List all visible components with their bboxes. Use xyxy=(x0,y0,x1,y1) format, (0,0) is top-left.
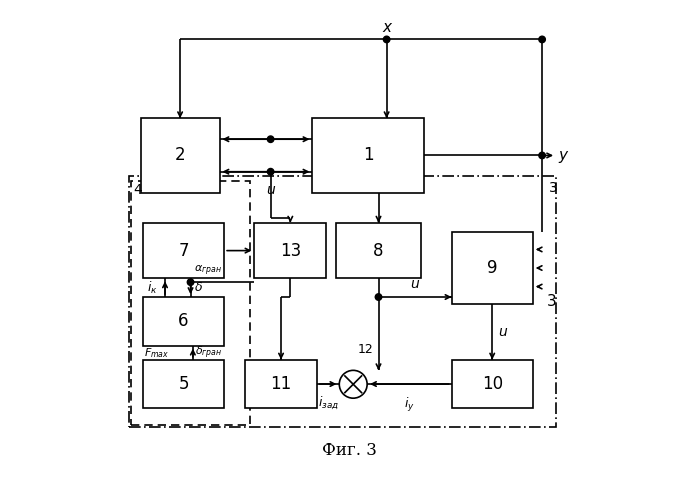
Bar xyxy=(312,119,424,193)
Text: 8: 8 xyxy=(373,241,384,260)
Circle shape xyxy=(539,152,545,159)
Text: $i_{y}$: $i_{y}$ xyxy=(404,396,415,413)
Text: $\delta$: $\delta$ xyxy=(194,281,203,294)
Bar xyxy=(143,223,224,279)
Text: 5: 5 xyxy=(178,375,189,393)
Text: u: u xyxy=(498,325,507,339)
Circle shape xyxy=(375,294,382,300)
Text: y: y xyxy=(559,148,568,163)
Text: 13: 13 xyxy=(280,241,301,260)
Text: 10: 10 xyxy=(482,375,503,393)
Text: Фиг. 3: Фиг. 3 xyxy=(322,442,377,459)
Circle shape xyxy=(187,279,194,285)
Circle shape xyxy=(267,168,274,175)
Bar xyxy=(143,297,224,346)
Text: u: u xyxy=(266,183,275,197)
Bar xyxy=(254,223,326,279)
Text: $\alpha_{гран}$: $\alpha_{гран}$ xyxy=(194,263,222,278)
Text: 2: 2 xyxy=(175,146,185,164)
Text: 4: 4 xyxy=(134,183,143,197)
Text: x: x xyxy=(382,20,391,35)
Text: 3: 3 xyxy=(549,181,558,195)
Text: 3: 3 xyxy=(547,294,556,309)
Text: $i_{зад}$: $i_{зад}$ xyxy=(317,394,339,411)
Bar xyxy=(131,181,250,424)
Bar xyxy=(129,176,556,427)
Text: 1: 1 xyxy=(363,146,373,164)
Text: 7: 7 xyxy=(178,241,189,260)
Bar xyxy=(140,119,219,193)
Bar xyxy=(336,223,421,279)
Text: 9: 9 xyxy=(487,259,498,277)
Circle shape xyxy=(383,36,390,43)
Text: u: u xyxy=(411,277,419,292)
Bar xyxy=(245,359,317,408)
Text: $i_к$: $i_к$ xyxy=(147,280,158,296)
Circle shape xyxy=(539,36,545,43)
Bar xyxy=(143,359,224,408)
Bar xyxy=(452,359,533,408)
Bar xyxy=(452,232,533,304)
Text: 12: 12 xyxy=(358,343,373,357)
Text: 6: 6 xyxy=(178,313,189,330)
Text: $\delta_{гран}$: $\delta_{гран}$ xyxy=(195,345,222,361)
Circle shape xyxy=(267,136,274,142)
Text: 11: 11 xyxy=(271,375,291,393)
Circle shape xyxy=(339,370,367,398)
Text: $F_{max}$: $F_{max}$ xyxy=(144,346,170,359)
